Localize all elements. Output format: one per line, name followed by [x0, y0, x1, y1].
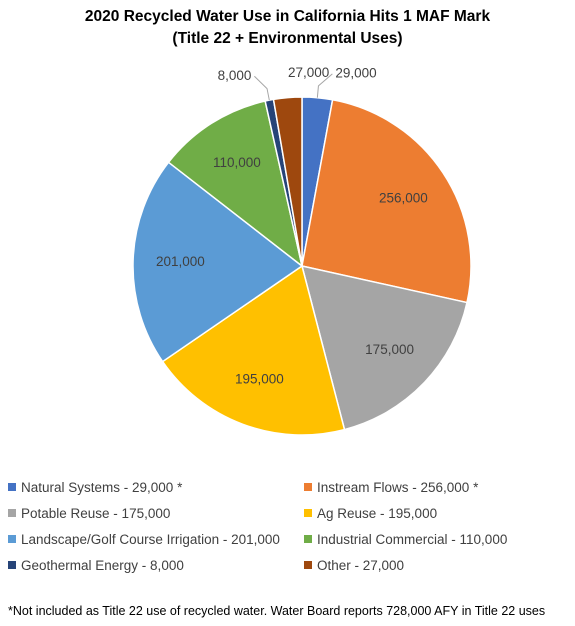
legend-label: Instream Flows - 256,000 * — [317, 479, 479, 495]
legend-item: Landscape/Golf Course Irrigation - 201,0… — [8, 530, 280, 548]
legend-item: Other - 27,000 — [304, 556, 404, 574]
legend-item: Ag Reuse - 195,000 — [304, 504, 437, 522]
chart-title-line-2: (Title 22 + Environmental Uses) — [172, 30, 403, 47]
legend-swatch — [304, 509, 312, 517]
legend-item: Potable Reuse - 175,000 — [8, 504, 170, 522]
legend-label: Other - 27,000 — [317, 557, 405, 573]
pie-slice — [132, 161, 304, 363]
legend-label: Ag Reuse - 195,000 — [317, 505, 438, 521]
slice-data-label: 195,000 — [235, 372, 284, 387]
pie-chart: 29,000 256,000 175,000 195,000 201,000 110,00… — [132, 65, 472, 436]
slice-data-label: 175,000 — [365, 342, 414, 357]
legend-swatch — [8, 509, 16, 517]
slice-data-label: 110,000 — [213, 155, 261, 170]
legend-swatch — [8, 483, 16, 491]
slice-leader-line — [254, 75, 270, 101]
footnote: *Not included as Title 22 use of recycle… — [8, 604, 546, 618]
slice-data-label: 27,000 — [288, 65, 329, 80]
slice-data-label: 201,000 — [156, 254, 205, 269]
legend-swatch — [8, 561, 16, 569]
legend-label: Industrial Commercial - 110,000 — [317, 531, 508, 547]
legend-label: Geothermal Energy - 8,000 — [21, 557, 184, 573]
legend-label: Landscape/Golf Course Irrigation - 201,0… — [21, 531, 280, 547]
legend-label: Natural Systems - 29,000 * — [21, 479, 183, 495]
legend-label: Potable Reuse - 175,000 — [21, 505, 171, 521]
legend-item: Industrial Commercial - 110,000 — [304, 530, 507, 548]
pie-slice — [300, 265, 468, 431]
slice-leader-line — [316, 73, 333, 98]
legend-swatch — [304, 483, 312, 491]
legend-swatch — [304, 535, 312, 543]
slice-data-label: 256,000 — [379, 190, 428, 205]
legend-item: Instream Flows - 256,000 * — [304, 478, 478, 496]
pie-slice — [167, 100, 304, 268]
legend-swatch — [8, 535, 16, 543]
legend-item: Natural Systems - 29,000 * — [8, 478, 182, 496]
pie-slice — [161, 264, 346, 436]
slice-data-label: 29,000 — [335, 65, 376, 80]
pie-slice — [301, 98, 472, 304]
pie-slice — [272, 96, 303, 267]
chart-title-line-1: 2020 Recycled Water Use in California Hi… — [84, 8, 491, 25]
legend-swatch — [304, 561, 312, 569]
legend-item: Geothermal Energy - 8,000 — [8, 556, 184, 574]
slice-data-label: 8,000 — [218, 68, 252, 83]
chart-title: 2020 Recycled Water Use in California Hi… — [0, 6, 575, 50]
